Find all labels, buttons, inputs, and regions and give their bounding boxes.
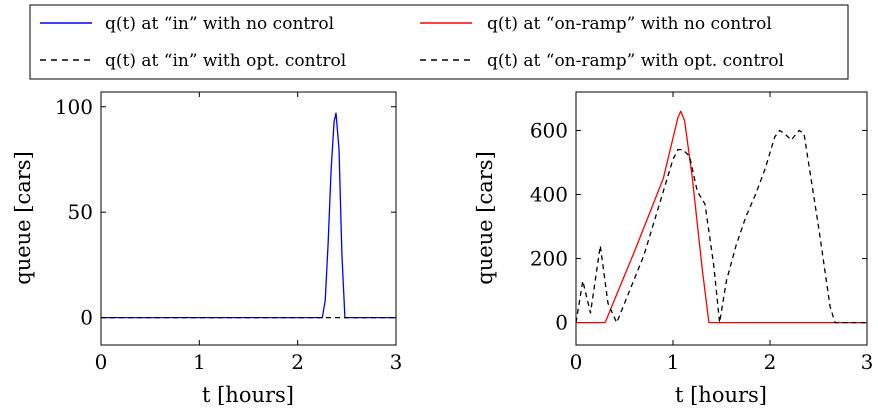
left-series-line-no-control xyxy=(101,112,396,319)
left-x-tick-label: 2 xyxy=(291,350,304,374)
right-x-tick-label: 2 xyxy=(764,350,777,374)
right-x-label: t [hours] xyxy=(675,383,767,407)
right-series xyxy=(576,110,867,324)
right-y-tick-label: 0 xyxy=(555,311,568,335)
legend-label-in-opt-control: q(t) at “in” with opt. control xyxy=(105,51,346,71)
legend-label-onramp-opt-control: q(t) at “on-ramp” with opt. control xyxy=(487,51,784,71)
right-y-tick-label: 400 xyxy=(530,182,568,206)
left-series xyxy=(101,112,396,319)
left-plot: 0 1 2 3 0 50 100 t [hours] queue [cars] xyxy=(11,91,403,407)
legend-label-in-no-control: q(t) at “in” with no control xyxy=(105,14,334,34)
legend-label-onramp-no-control: q(t) at “on-ramp” with no control xyxy=(487,14,772,34)
right-y-label: queue [cars] xyxy=(473,151,497,285)
right-x-tick-label: 1 xyxy=(667,350,680,374)
left-y-label: queue [cars] xyxy=(11,151,35,285)
left-ticks: 0 1 2 3 0 50 100 xyxy=(55,92,403,374)
right-series-line-no-control xyxy=(576,110,867,324)
left-x-tick-label: 3 xyxy=(390,350,403,374)
right-series-line-opt-control xyxy=(576,129,867,324)
right-y-tick-label: 200 xyxy=(530,247,568,271)
legend: q(t) at “in” with no control q(t) at “on… xyxy=(29,4,849,80)
left-y-tick-label: 50 xyxy=(68,200,93,224)
left-y-tick-label: 100 xyxy=(55,95,93,119)
left-x-tick-label: 1 xyxy=(193,350,206,374)
right-plot-frame xyxy=(575,91,868,346)
right-y-tick-label: 600 xyxy=(530,118,568,142)
left-plot-frame xyxy=(100,91,397,346)
right-plot: 0 1 2 3 0 200 400 600 t [hours] queue [cars] xyxy=(473,91,874,407)
left-x-tick-label: 0 xyxy=(95,350,108,374)
right-x-tick-label: 0 xyxy=(570,350,583,374)
left-y-tick-label: 0 xyxy=(80,306,93,330)
legend-box xyxy=(29,4,849,80)
right-x-tick-label: 3 xyxy=(861,350,874,374)
right-ticks: 0 1 2 3 0 200 400 600 xyxy=(530,92,874,374)
left-x-label: t [hours] xyxy=(202,383,294,407)
